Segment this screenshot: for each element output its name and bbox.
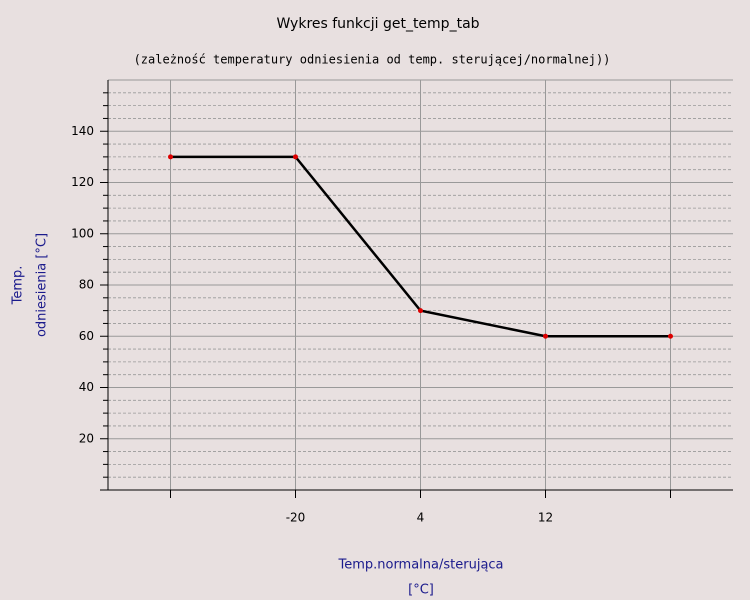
- point: [668, 333, 673, 339]
- point: [543, 333, 548, 339]
- chart-title: Wykres funkcji get_temp_tab: [276, 16, 479, 32]
- y-tick-label: 60: [79, 329, 94, 343]
- point: [168, 154, 173, 160]
- x-axis-label: Temp.normalna/sterująca: [337, 558, 503, 573]
- y-axis-label: Temp.: [11, 266, 26, 306]
- chart-subtitle: (zależność temperatury odniesienia od te…: [134, 53, 611, 67]
- y-tick-label: 20: [79, 431, 94, 445]
- x-axis-label: [°C]: [408, 583, 434, 598]
- y-tick-label: 80: [79, 278, 94, 292]
- point: [293, 154, 298, 160]
- x-tick-label: 4: [417, 511, 425, 525]
- x-tick-label: 12: [538, 511, 553, 525]
- x-tick-label: -20: [286, 511, 306, 525]
- y-axis-label: odniesienia [°C]: [35, 233, 50, 337]
- y-tick-label: 100: [71, 226, 94, 240]
- y-tick-label: 40: [79, 380, 94, 394]
- y-tick-label: 120: [71, 175, 94, 189]
- point: [418, 308, 423, 314]
- y-tick-label: 140: [71, 124, 94, 138]
